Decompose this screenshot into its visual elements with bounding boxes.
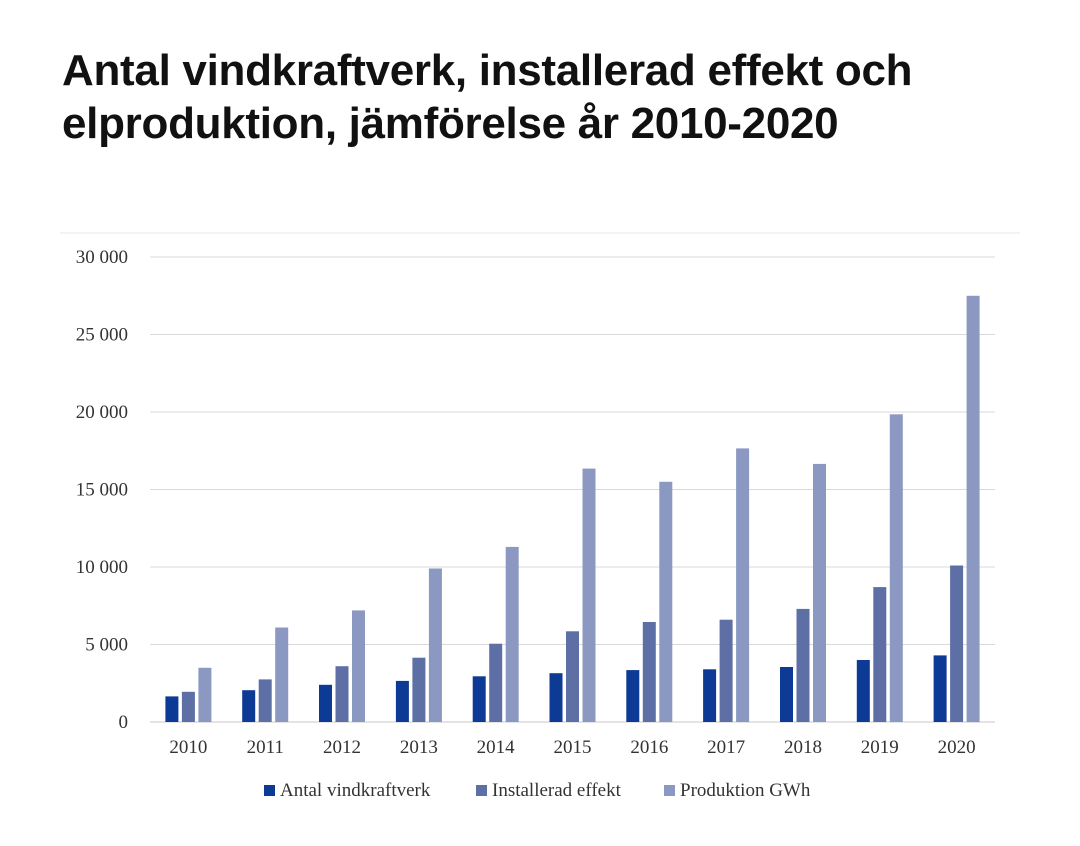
x-tick-label: 2019	[861, 737, 899, 758]
bar-installerad-effekt-2014	[489, 643, 503, 722]
y-tick-label: 10 000	[76, 557, 128, 578]
bar-installerad-effekt-2012	[335, 666, 349, 722]
bar-produktion-gwh-2013	[428, 568, 442, 722]
bar-antal-vindkraftverk-2018	[780, 667, 793, 722]
bar-installerad-effekt-2017	[719, 619, 733, 722]
bar-antal-vindkraftverk-2013	[395, 680, 409, 722]
legend-swatch	[476, 785, 487, 796]
bar-produktion-gwh-2016	[659, 481, 673, 723]
y-tick-label: 5 000	[85, 635, 128, 656]
x-tick-label: 2018	[784, 737, 822, 758]
bars	[165, 295, 980, 723]
legend-swatch	[264, 785, 275, 796]
bar-installerad-effekt-2013	[412, 657, 426, 722]
bar-installerad-effekt-2020	[950, 565, 964, 722]
x-tick-label: 2010	[169, 737, 207, 758]
bar-antal-vindkraftverk-2010	[165, 696, 179, 722]
bar-installerad-effekt-2018	[796, 608, 810, 722]
bar-produktion-gwh-2017	[736, 448, 750, 722]
legend-label: Produktion GWh	[680, 780, 811, 801]
x-tick-label: 2020	[938, 737, 976, 758]
bar-installerad-effekt-2010	[181, 691, 195, 722]
bar-antal-vindkraftverk-2017	[703, 669, 717, 722]
legend-label: Antal vindkraftverk	[280, 780, 431, 801]
y-tick-label: 0	[119, 712, 129, 733]
y-tick-label: 25 000	[76, 325, 128, 346]
bar-antal-vindkraftverk-2020	[933, 655, 947, 722]
bar-produktion-gwh-2015	[582, 468, 596, 722]
bar-produktion-gwh-2010	[198, 667, 212, 723]
y-tick-label: 15 000	[76, 480, 128, 501]
bar-produktion-gwh-2012	[352, 610, 365, 722]
bar-produktion-gwh-2020	[966, 295, 980, 723]
x-tick-label: 2012	[323, 737, 361, 758]
y-axis-ticks: 0 5 000 10 000 15 000 20 000 25 000 30 000	[76, 247, 128, 733]
bar-installerad-effekt-2011	[258, 679, 272, 722]
bar-installerad-effekt-2015	[566, 631, 579, 722]
x-tick-label: 2016	[630, 737, 668, 758]
bar-produktion-gwh-2019	[889, 414, 903, 722]
bar-antal-vindkraftverk-2014	[472, 676, 486, 722]
bar-antal-vindkraftverk-2011	[242, 690, 256, 722]
bar-produktion-gwh-2018	[813, 463, 826, 722]
bar-antal-vindkraftverk-2019	[856, 660, 870, 722]
x-tick-label: 2013	[400, 737, 438, 758]
bar-produktion-gwh-2011	[275, 627, 289, 722]
x-tick-label: 2017	[707, 737, 745, 758]
bar-installerad-effekt-2016	[642, 622, 656, 722]
legend: Antal vindkraftverk Installerad effekt Pro…	[264, 780, 811, 801]
x-tick-label: 2011	[247, 737, 284, 758]
y-tick-label: 30 000	[76, 247, 128, 268]
bar-installerad-effekt-2019	[873, 587, 887, 722]
legend-label: Installerad effekt	[492, 780, 622, 801]
x-tick-label: 2015	[554, 737, 592, 758]
bar-antal-vindkraftverk-2015	[549, 673, 563, 722]
y-tick-label: 20 000	[76, 402, 128, 423]
bar-antal-vindkraftverk-2016	[626, 670, 640, 722]
chart-title: Antal vindkraftverk, installerad effekt …	[62, 46, 913, 148]
x-axis-categories: 2010 2011 2012 2013 2014 2015 2016 2017 2018 2019…	[169, 737, 975, 758]
bar-antal-vindkraftverk-2012	[319, 684, 332, 722]
legend-swatch	[664, 785, 675, 796]
bar-produktion-gwh-2014	[505, 546, 519, 722]
x-tick-label: 2014	[477, 737, 516, 758]
